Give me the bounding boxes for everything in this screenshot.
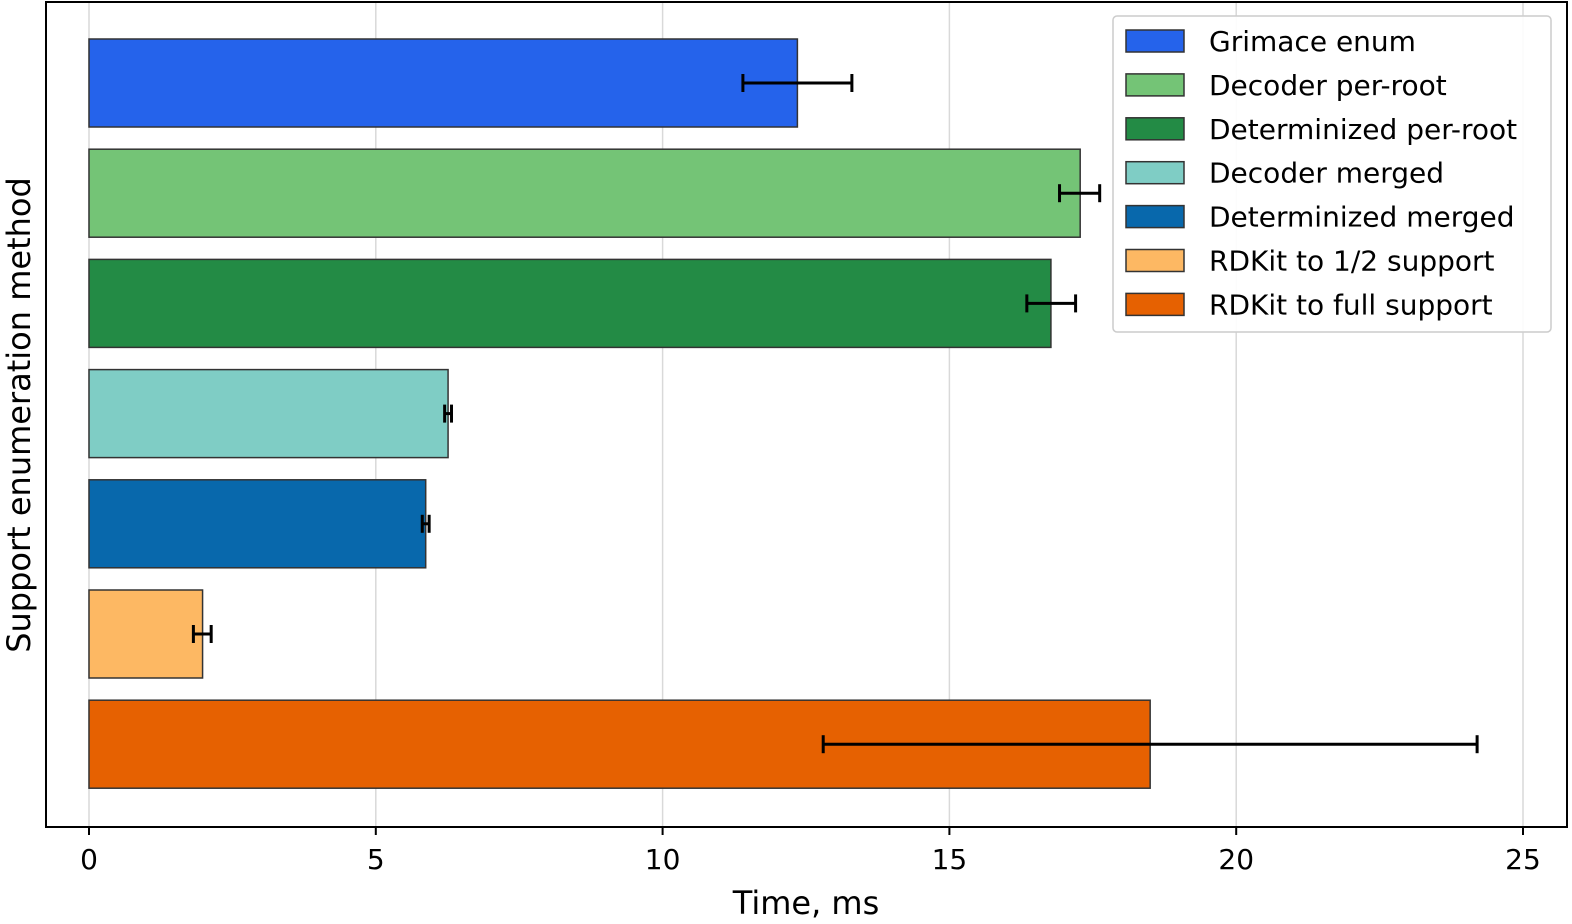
legend-label: Decoder per-root	[1209, 69, 1447, 102]
x-tick-label: 25	[1505, 843, 1541, 876]
legend-label: Grimace enum	[1209, 25, 1416, 58]
legend-swatch	[1125, 117, 1185, 141]
legend: Grimace enum Decoder per-root Determinized…	[1112, 15, 1552, 333]
x-axis-ticks: 0 5 10 15 20 25	[80, 827, 1541, 876]
error-bars	[191, 74, 1479, 754]
legend-swatch	[1125, 204, 1185, 229]
bar	[88, 38, 799, 128]
bar	[88, 258, 1052, 349]
legend-label: Determinized merged	[1209, 201, 1514, 234]
x-axis-label: Time, ms	[732, 884, 880, 922]
x-tick-label: 10	[645, 843, 681, 876]
bar	[88, 148, 1081, 238]
x-tick-label: 5	[367, 843, 385, 876]
legend-label: Decoder merged	[1209, 157, 1444, 190]
x-tick-label: 20	[1218, 843, 1254, 876]
bars	[88, 38, 1151, 789]
legend-swatch	[1125, 29, 1185, 53]
bar	[88, 368, 449, 459]
bar	[88, 479, 427, 569]
y-axis-label: Support enumeration method	[0, 177, 38, 653]
x-tick-label: 0	[80, 843, 98, 876]
legend-box	[1112, 15, 1552, 333]
legend-swatch	[1125, 160, 1185, 185]
plot-frame	[45, 1, 1568, 828]
legend-swatch	[1125, 73, 1185, 97]
bar	[88, 589, 204, 679]
legend-swatch	[1125, 248, 1185, 273]
legend-label: RDKit to 1/2 support	[1209, 245, 1495, 278]
legend-label: Determinized per-root	[1209, 113, 1517, 146]
legend-swatch	[1125, 292, 1185, 317]
legend-label: RDKit to full support	[1209, 288, 1493, 321]
x-tick-label: 15	[932, 843, 968, 876]
